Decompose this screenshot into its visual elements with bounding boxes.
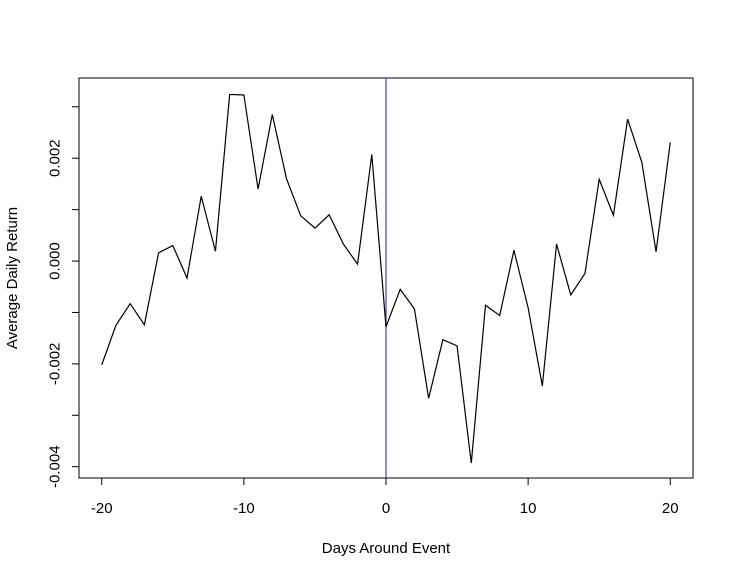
x-tick-label: -10 bbox=[233, 500, 255, 517]
x-axis: -20 -10 0 10 20 bbox=[91, 477, 679, 517]
y-tick-label: -0.004 bbox=[47, 445, 64, 488]
y-tick-label: -0.002 bbox=[47, 343, 64, 386]
series-line-average-daily-return bbox=[101, 93, 671, 464]
y-tick-label: 0.000 bbox=[47, 242, 64, 280]
y-axis: -0.004 -0.002 0.000 0.002 bbox=[47, 106, 80, 488]
y-tick-label: 0.002 bbox=[47, 139, 64, 177]
y-axis-title: Average Daily Return bbox=[4, 207, 21, 349]
x-tick-label: 0 bbox=[382, 500, 390, 517]
x-axis-title: Days Around Event bbox=[322, 540, 451, 557]
x-tick-label: -20 bbox=[91, 500, 113, 517]
x-tick-label: 20 bbox=[662, 500, 679, 517]
x-tick-label: 10 bbox=[520, 500, 537, 517]
